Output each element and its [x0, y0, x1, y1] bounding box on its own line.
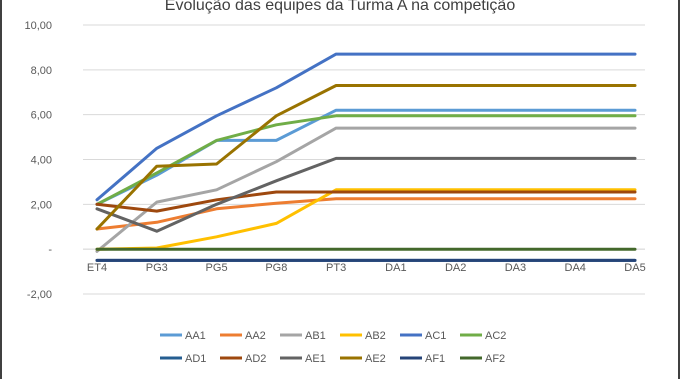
legend-item-af1: AF1	[400, 353, 445, 365]
x-tick-label: DA5	[624, 262, 645, 274]
series-line-ae2	[95, 84, 637, 231]
legend-item-aa2: AA2	[220, 330, 266, 342]
legend-label: AD1	[185, 353, 206, 365]
legend-label: AF1	[425, 353, 445, 365]
x-tick-label: DA2	[445, 262, 466, 274]
series-lines	[95, 52, 637, 262]
legend-label: AA2	[245, 330, 266, 342]
legend-label: AC1	[425, 330, 446, 342]
x-tick-label: ET4	[87, 262, 107, 274]
series-line-ae1	[95, 156, 637, 233]
x-tick-label: PG3	[146, 262, 168, 274]
legend-item-af2: AF2	[460, 353, 505, 365]
y-tick-label: 8,00	[31, 65, 52, 77]
x-tick-label: PG8	[265, 262, 287, 274]
legend-label: AB2	[365, 330, 386, 342]
y-tick-label: 10,00	[24, 20, 52, 32]
legend-item-ad2: AD2	[220, 353, 266, 365]
y-tick-label: 2,00	[31, 199, 52, 211]
y-tick-label: -	[48, 244, 52, 256]
legend-item-ae2: AE2	[340, 353, 386, 365]
series-line-aa2	[95, 197, 637, 231]
x-axis-ticks: ET4 PG3 PG5 PG8 PT3 DA1 DA2 DA3 DA4 DA5	[87, 262, 646, 274]
x-tick-label: PT3	[326, 262, 346, 274]
series-line-ac2	[95, 114, 637, 206]
legend-label: AF2	[485, 353, 505, 365]
series-line-ab2	[95, 188, 637, 251]
legend-label: AD2	[245, 353, 266, 365]
series-line-ad2	[95, 190, 637, 213]
legend-item-aa1: AA1	[160, 330, 206, 342]
legend-label: AE2	[365, 353, 386, 365]
series-line-ab1	[95, 126, 637, 253]
x-tick-label: PG5	[206, 262, 228, 274]
y-tick-label: 4,00	[31, 155, 52, 167]
legend-label: AA1	[185, 330, 206, 342]
x-tick-label: DA3	[505, 262, 526, 274]
legend-label: AC2	[485, 330, 506, 342]
x-tick-label: DA4	[565, 262, 586, 274]
legend-item-ad1: AD1	[160, 353, 206, 365]
x-tick-label: DA1	[385, 262, 406, 274]
legend-item-ab1: AB1	[280, 330, 326, 342]
legend-item-ac1: AC1	[400, 330, 446, 342]
chart-title: Evolução das equipes da Turma A na compe…	[165, 0, 516, 14]
legend-label: AB1	[305, 330, 326, 342]
legend-item-ae1: AE1	[280, 353, 326, 365]
series-line-ac1	[95, 52, 637, 202]
legend-label: AE1	[305, 353, 326, 365]
y-tick-label: 6,00	[31, 110, 52, 122]
legend-item-ab2: AB2	[340, 330, 386, 342]
y-tick-label: -2,00	[27, 289, 52, 301]
legend-item-ac2: AC2	[460, 330, 506, 342]
legend: AA1 AA2 AB1 AB2 AC1 AC2 AD1 AD2 AE1 AE2 AF1 AF2	[160, 330, 506, 365]
